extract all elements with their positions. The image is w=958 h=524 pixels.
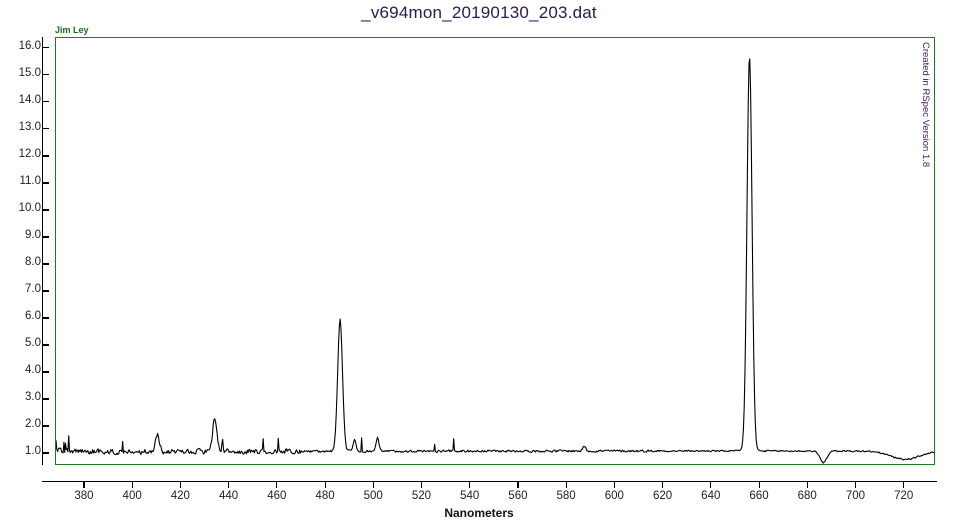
x-axis-tick (903, 481, 905, 488)
y-axis-tick (42, 317, 49, 319)
y-axis-tick (42, 74, 49, 76)
y-axis-labels: 1.0 2.0 3.0 4.0 5.0 6.0 7.0 8.0 9.0 10.0 11.0 12.0 1… (0, 0, 41, 524)
x-axis-tick (324, 481, 326, 488)
y-axis-tick-label: 10.0 (18, 201, 41, 214)
x-axis-tick (131, 481, 133, 488)
x-axis-tick (662, 481, 664, 488)
x-axis-tick-label: 540 (460, 490, 480, 502)
y-axis-tick (42, 371, 49, 373)
x-axis-tick-label: 600 (604, 490, 624, 502)
x-axis-tick-label: 520 (411, 490, 432, 502)
page-title: _v694mon_20190130_203.dat (361, 3, 597, 22)
x-axis-tick-label: 640 (701, 490, 721, 502)
x-axis-tick-label: 400 (122, 490, 142, 502)
x-axis-tick (758, 481, 760, 488)
x-axis-tick-label: 720 (894, 490, 914, 502)
x-axis-tick (517, 481, 519, 488)
y-axis-tick (42, 425, 49, 427)
y-axis-tick (42, 101, 49, 103)
y-axis-tick (42, 452, 49, 454)
y-axis-tick-label: 6.0 (25, 309, 41, 322)
y-axis-tick-label: 3.0 (25, 390, 41, 403)
y-axis-line (42, 37, 44, 465)
x-axis-tick-label: 460 (267, 490, 287, 502)
x-axis-tick-label: 380 (74, 490, 94, 502)
y-axis-tick-label: 7.0 (25, 282, 41, 295)
x-axis-tick-label: 580 (556, 490, 576, 502)
x-axis-tick (710, 481, 712, 488)
y-axis-tick-label: 13.0 (18, 120, 41, 133)
x-axis-tick-label: 500 (363, 490, 383, 502)
x-axis-tick-label: 680 (797, 490, 817, 502)
y-axis-tick (42, 263, 49, 265)
plot-area (55, 37, 935, 465)
y-axis-tick (42, 155, 49, 157)
y-axis-tick-label: 2.0 (25, 417, 41, 430)
y-axis-tick-label: 5.0 (25, 336, 41, 349)
y-axis-tick-label: 16.0 (18, 39, 41, 52)
spectrum-trace (56, 58, 934, 464)
x-axis-tick (372, 481, 374, 488)
x-axis-tick (83, 481, 85, 488)
x-axis-tick (420, 481, 423, 488)
software-version-annotation: Created in RSpec Version 1.8 (920, 42, 931, 168)
y-axis-tick-label: 4.0 (25, 363, 41, 376)
x-axis-tick (613, 481, 616, 488)
x-axis-tick (565, 481, 567, 488)
y-axis-tick (42, 209, 49, 211)
y-axis-tick-label: 8.0 (25, 255, 41, 268)
y-axis-tick-label: 14.0 (18, 93, 41, 106)
x-axis-tick-label: 660 (749, 490, 769, 502)
y-axis-tick (42, 290, 49, 292)
author-annotation: Jim Ley (55, 25, 89, 35)
x-axis-tick (276, 481, 278, 488)
y-axis-tick (42, 128, 49, 130)
x-axis-tick-label: 620 (652, 490, 673, 502)
x-axis-tick-label: 420 (170, 490, 190, 502)
y-axis-tick-label: 11.0 (19, 174, 41, 187)
y-axis-tick-label: 1.0 (25, 444, 41, 457)
x-axis-tick (806, 481, 808, 488)
x-axis-tick-label: 700 (845, 490, 866, 502)
x-axis-title: Nanometers (444, 506, 514, 520)
y-axis-tick-label: 12.0 (18, 147, 41, 160)
y-axis-tick (42, 236, 49, 238)
x-axis-tick (854, 481, 857, 488)
y-axis-tick (42, 344, 49, 346)
x-axis-tick-label: 440 (218, 490, 239, 502)
y-axis-tick-label: 15.0 (18, 66, 41, 79)
x-axis-line (42, 481, 937, 483)
x-axis-tick-label: 480 (315, 490, 335, 502)
y-axis-tick-label: 9.0 (25, 228, 41, 241)
x-axis-tick (179, 481, 182, 488)
y-axis-tick (42, 47, 49, 49)
x-axis-tick (228, 481, 230, 488)
y-axis-tick (42, 398, 49, 400)
x-axis-tick-label: 560 (508, 490, 528, 502)
x-axis-tick (469, 481, 471, 488)
y-axis-tick (42, 182, 49, 184)
